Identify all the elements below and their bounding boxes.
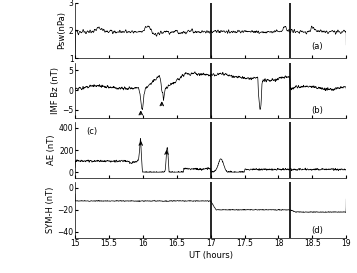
- Text: (b): (b): [311, 106, 323, 115]
- Y-axis label: IMF Bz (nT): IMF Bz (nT): [51, 67, 60, 114]
- Text: (a): (a): [311, 43, 323, 51]
- Y-axis label: Psw(nPa): Psw(nPa): [57, 11, 66, 49]
- Y-axis label: AE (nT): AE (nT): [47, 135, 56, 165]
- X-axis label: UT (hours): UT (hours): [188, 251, 233, 260]
- Text: (c): (c): [86, 127, 97, 136]
- Text: (d): (d): [311, 226, 323, 235]
- Y-axis label: SYM-H (nT): SYM-H (nT): [46, 187, 55, 233]
